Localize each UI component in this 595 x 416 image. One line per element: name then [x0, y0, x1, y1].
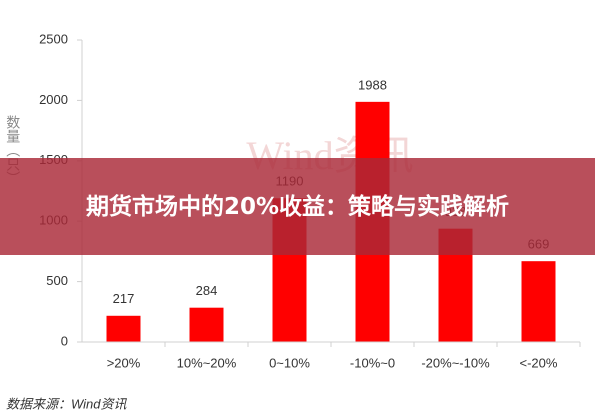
- value-label: 284: [196, 283, 218, 298]
- bar: [189, 307, 224, 342]
- x-tick-label: <-20%: [520, 355, 558, 370]
- x-tick-label: 10%~20%: [177, 355, 237, 370]
- x-tick-label: >20%: [107, 355, 141, 370]
- x-tick-label: 0~10%: [269, 355, 310, 370]
- y-tick-label: 2500: [39, 31, 68, 46]
- value-label: 1988: [358, 77, 387, 92]
- chart-title: 期货市场中的20%收益：策略与实践解析: [85, 193, 510, 220]
- x-tick-label: -10%~0: [350, 355, 395, 370]
- bar: [106, 315, 141, 342]
- y-tick-label: 0: [61, 333, 68, 348]
- source: 数据来源：Wind资讯: [6, 396, 128, 411]
- value-label: 217: [113, 291, 135, 306]
- bar: [521, 261, 556, 342]
- x-tick-label: -20%~-10%: [421, 355, 490, 370]
- y-tick-label: 500: [46, 273, 68, 288]
- y-tick-label: 2000: [39, 92, 68, 107]
- title-banner: 期货市场中的20%收益：策略与实践解析: [0, 158, 595, 255]
